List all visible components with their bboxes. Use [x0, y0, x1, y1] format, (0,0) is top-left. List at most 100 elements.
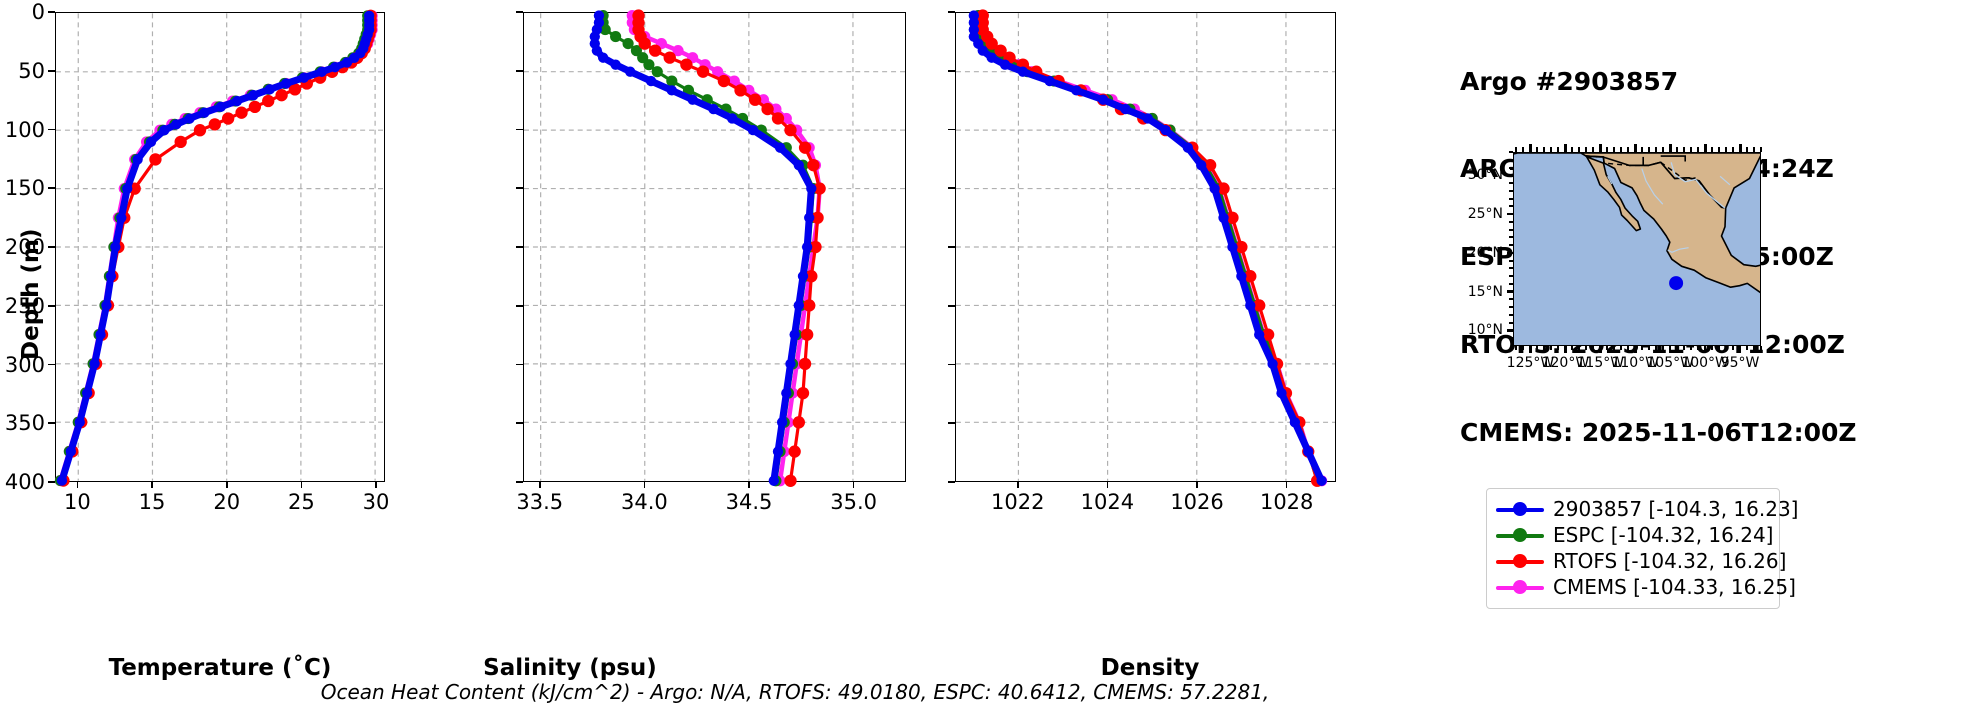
y-tick-mark	[516, 69, 523, 72]
map-x-top-tick	[1592, 147, 1595, 152]
map-x-top-tick	[1718, 147, 1721, 152]
map-x-top-tick	[1543, 147, 1546, 152]
y-tick-mark	[516, 304, 523, 307]
map-x-top-tick	[1550, 147, 1553, 152]
x-tick-label: 34.5	[725, 490, 773, 514]
map-y-minor-tick	[1509, 189, 1513, 192]
map-x-top-tick	[1522, 147, 1525, 152]
map-x-tick-label: 95°W	[1720, 355, 1760, 371]
legend-item[interactable]: ESPC [-104.32, 16.24]	[1496, 522, 1774, 548]
y-tick-mark	[48, 11, 55, 13]
map-x-minor-tick	[1550, 346, 1553, 350]
map-plot-area	[1513, 152, 1761, 346]
map-x-tick-label: 115°W	[1576, 355, 1625, 371]
x-tick-mark	[748, 482, 750, 488]
map-x-minor-tick	[1606, 346, 1609, 350]
x-tick-mark	[852, 482, 855, 488]
map-y-tick	[1507, 251, 1513, 255]
depth-axis-title: Depth (m)	[18, 228, 44, 360]
density-plot-svg	[956, 9, 1335, 487]
map-x-top-tick	[1683, 147, 1686, 152]
map-x-top-tick	[1704, 144, 1707, 152]
map-y-minor-tick	[1509, 313, 1513, 316]
y-tick-label: 250	[4, 293, 45, 318]
map-x-top-tick	[1627, 147, 1630, 152]
map-x-minor-tick	[1571, 346, 1574, 350]
legend-marker-dot	[1513, 502, 1527, 516]
map-x-top-tick	[1564, 144, 1567, 152]
map-y-minor-tick	[1509, 321, 1513, 324]
y-tick-mark	[516, 422, 523, 425]
map-x-tick-label: 105°W	[1646, 355, 1694, 371]
map-y-tick	[1507, 212, 1513, 216]
map-x-minor-tick	[1522, 346, 1525, 350]
map-x-tick	[1633, 346, 1637, 353]
map-x-minor-tick	[1620, 346, 1623, 350]
map-x-top-tick	[1536, 147, 1539, 152]
map-x-top-tick	[1571, 147, 1574, 152]
map-x-tick	[1529, 346, 1532, 353]
y-tick-label: 300	[4, 352, 45, 377]
legend-item[interactable]: CMEMS [-104.33, 16.25]	[1496, 574, 1796, 600]
map-x-top-tick	[1578, 147, 1581, 152]
series-legend[interactable]: 2903857 [-104.3, 16.23] ESPC [-104.32, 16…	[1486, 488, 1798, 609]
map-x-minor-tick	[1690, 346, 1693, 350]
map-y-minor-tick	[1509, 267, 1513, 270]
legend-label: 2903857 [-104.3, 16.23]	[1553, 497, 1799, 521]
map-x-top-tick	[1648, 147, 1651, 152]
map-x-minor-tick	[1655, 346, 1658, 350]
x-tick-label: 25	[288, 490, 315, 514]
x-tick-mark	[1196, 482, 1198, 488]
x-tick-mark	[76, 482, 79, 488]
map-x-tick-label: 100°W	[1681, 355, 1729, 371]
map-x-minor-tick	[1613, 346, 1616, 350]
y-tick-label: 350	[4, 411, 45, 436]
map-x-minor-tick	[1536, 346, 1539, 350]
x-tick-mark	[1016, 482, 1019, 488]
map-y-minor-tick	[1509, 282, 1513, 285]
map-x-top-tick	[1753, 147, 1755, 152]
legend-swatch	[1496, 550, 1544, 572]
map-y-minor-tick	[1509, 228, 1513, 231]
temperature-plot-panel	[54, 9, 385, 487]
map-x-minor-tick	[1627, 346, 1630, 350]
map-y-minor-tick	[1509, 205, 1513, 208]
y-tick-mark	[948, 69, 955, 72]
map-y-minor-tick	[1509, 298, 1513, 301]
map-x-top-tick	[1711, 147, 1714, 152]
map-x-tick	[1564, 346, 1567, 353]
y-tick-label: 200	[4, 235, 45, 259]
legend-label: CMEMS [-104.33, 16.25]	[1553, 575, 1796, 599]
density-axis-title: Density	[1100, 655, 1200, 681]
map-x-top-tick	[1760, 147, 1762, 152]
map-x-minor-tick	[1718, 346, 1721, 350]
map-x-minor-tick	[1557, 346, 1560, 350]
y-tick-mark	[48, 246, 55, 248]
legend-item[interactable]: RTOFS [-104.32, 16.26]	[1496, 548, 1786, 574]
map-x-top-tick	[1529, 144, 1533, 152]
legend-marker-dot	[1513, 528, 1527, 542]
map-y-minor-tick	[1509, 236, 1513, 239]
y-tick-mark	[516, 363, 523, 366]
x-tick-label: 33.5	[516, 490, 564, 514]
y-tick-mark	[48, 304, 55, 307]
temperature-plot-svg	[54, 9, 384, 487]
map-x-top-tick	[1641, 147, 1644, 152]
map-x-minor-tick	[1676, 346, 1679, 350]
map-x-top-tick	[1662, 147, 1665, 152]
map-x-minor-tick	[1725, 346, 1728, 350]
map-x-top-tick	[1697, 147, 1700, 152]
y-tick-mark	[948, 481, 955, 483]
map-x-minor-tick	[1760, 346, 1762, 350]
temperature-axis-title: Temperature (˚C)	[108, 655, 332, 681]
info-line-argo-id: Argo #2903857	[1460, 66, 1679, 96]
map-y-minor-tick	[1509, 166, 1513, 169]
map-x-minor-tick	[1648, 346, 1651, 350]
map-y-minor-tick	[1509, 244, 1513, 247]
y-tick-mark	[948, 11, 955, 13]
map-y-tick-label: 25°N	[1467, 206, 1503, 223]
map-x-minor-tick	[1641, 346, 1644, 350]
map-x-minor-tick	[1543, 346, 1546, 350]
legend-item[interactable]: 2903857 [-104.3, 16.23]	[1496, 496, 1798, 522]
